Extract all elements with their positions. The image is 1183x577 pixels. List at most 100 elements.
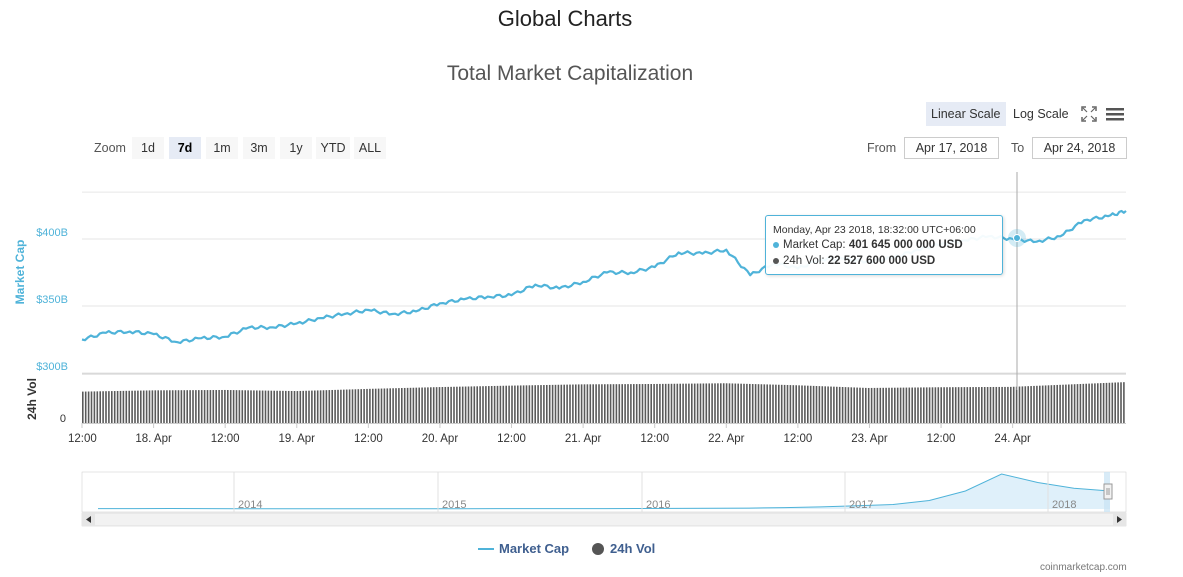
volume-bar	[833, 386, 835, 423]
volume-bar	[754, 384, 757, 423]
volume-bar	[569, 384, 571, 423]
volume-bar	[847, 387, 850, 423]
tooltip: Monday, Apr 23 2018, 18:32:00 UTC+06:00 …	[765, 215, 1003, 275]
volume-bar	[624, 384, 626, 423]
y-tick-label: $300B	[36, 361, 68, 373]
zoom-ytd-button[interactable]: YTD	[316, 137, 350, 159]
volume-bar	[105, 391, 107, 423]
legend-market-cap[interactable]: Market Cap	[499, 541, 570, 556]
volume-bar	[931, 387, 934, 423]
volume-bar	[911, 387, 913, 423]
volume-bar	[757, 384, 760, 423]
volume-bar	[331, 389, 333, 423]
volume-bar	[673, 383, 676, 423]
volume-bar	[894, 387, 896, 423]
zoom-3m-button[interactable]: 3m	[243, 137, 275, 159]
volume-bar	[937, 387, 940, 423]
volume-bar	[1041, 385, 1044, 423]
tooltip-market-cap-label: Market Cap:	[783, 239, 846, 251]
volume-bar	[374, 388, 377, 423]
volume-bar	[119, 390, 122, 423]
volume-bar	[595, 384, 597, 423]
y-axis-ticks: $300B $350B $400B 0	[36, 227, 68, 425]
volume-bar	[1001, 386, 1003, 423]
volume-bars	[82, 382, 1125, 423]
volume-bar	[209, 390, 212, 423]
navigator-scrollbar[interactable]	[81, 512, 1127, 527]
volume-bar	[952, 387, 954, 423]
zoom-1d-button[interactable]: 1d	[132, 137, 164, 159]
log-scale-button[interactable]: Log Scale	[1013, 107, 1069, 121]
volume-bar	[258, 390, 261, 423]
range-to-label: To	[1011, 141, 1025, 155]
volume-bar	[450, 386, 452, 423]
volume-bar	[725, 383, 728, 423]
volume-bar	[836, 386, 838, 423]
volume-bar	[763, 384, 766, 423]
volume-bar	[769, 384, 771, 423]
volume-bar	[325, 390, 328, 423]
x-tick-label: 22. Apr	[708, 433, 745, 445]
volume-bar	[328, 390, 331, 423]
volume-bar	[650, 384, 652, 423]
legend-volume-marker[interactable]	[592, 543, 604, 555]
volume-bar	[195, 390, 197, 423]
volume-bar	[235, 390, 238, 423]
zoom-7d-button[interactable]: 7d	[169, 137, 201, 159]
volume-bar	[485, 386, 487, 423]
volume-bar	[148, 390, 151, 423]
zoom-1m-button[interactable]: 1m	[206, 137, 238, 159]
volume-bar	[1073, 384, 1076, 423]
volume-bar	[461, 386, 464, 423]
volume-bar	[815, 386, 818, 423]
volume-bar	[511, 385, 513, 423]
volume-bar	[424, 387, 426, 423]
volume-bar	[505, 385, 507, 423]
volume-bar	[1085, 383, 1087, 423]
volume-bar	[96, 391, 99, 423]
range-to-input[interactable]	[1032, 137, 1127, 159]
volume-bar	[1111, 382, 1114, 423]
volume-bar	[604, 384, 606, 423]
x-tick-label: 12:00	[211, 433, 240, 445]
volume-bar	[717, 383, 719, 423]
volume-bar	[395, 388, 397, 423]
volume-bar	[421, 387, 423, 423]
zoom-1y-button[interactable]: 1y	[280, 137, 312, 159]
volume-bar	[737, 383, 739, 423]
volume-bar	[708, 383, 710, 423]
volume-bar	[664, 383, 667, 423]
volume-bar	[598, 384, 600, 423]
volume-bar	[798, 385, 800, 423]
volume-bar	[1053, 385, 1056, 423]
volume-bar	[722, 383, 725, 423]
page-title: Global Charts	[497, 6, 633, 31]
volume-bar	[882, 387, 884, 423]
volume-bar	[760, 384, 763, 423]
volume-bar	[189, 390, 191, 423]
volume-bar	[914, 387, 916, 423]
volume-bar	[925, 387, 928, 423]
volume-bar	[447, 386, 449, 423]
navigator-handle[interactable]	[1103, 483, 1113, 500]
volume-bar	[267, 390, 270, 423]
linear-scale-button[interactable]: Linear Scale	[926, 102, 1006, 126]
hamburger-menu-icon[interactable]	[1105, 105, 1125, 123]
volume-bar	[749, 383, 751, 423]
volume-bar	[998, 386, 1000, 423]
zoom-all-button[interactable]: ALL	[354, 137, 386, 159]
volume-bar	[459, 386, 461, 423]
volume-bar	[177, 390, 180, 423]
volume-bar	[891, 387, 893, 423]
tooltip-header: Monday, Apr 23 2018, 18:32:00 UTC+06:00	[773, 224, 976, 236]
credits-link[interactable]: coinmarketcap.com	[1040, 562, 1127, 573]
x-tick-label: 19. Apr	[279, 433, 316, 445]
expand-icon[interactable]	[1080, 105, 1098, 123]
volume-bar	[1036, 385, 1038, 423]
legend-volume[interactable]: 24h Vol	[610, 541, 656, 556]
range-from-input[interactable]	[904, 137, 999, 159]
volume-bar	[653, 383, 655, 423]
volume-bar	[1099, 383, 1102, 423]
volume-bar	[343, 389, 345, 423]
